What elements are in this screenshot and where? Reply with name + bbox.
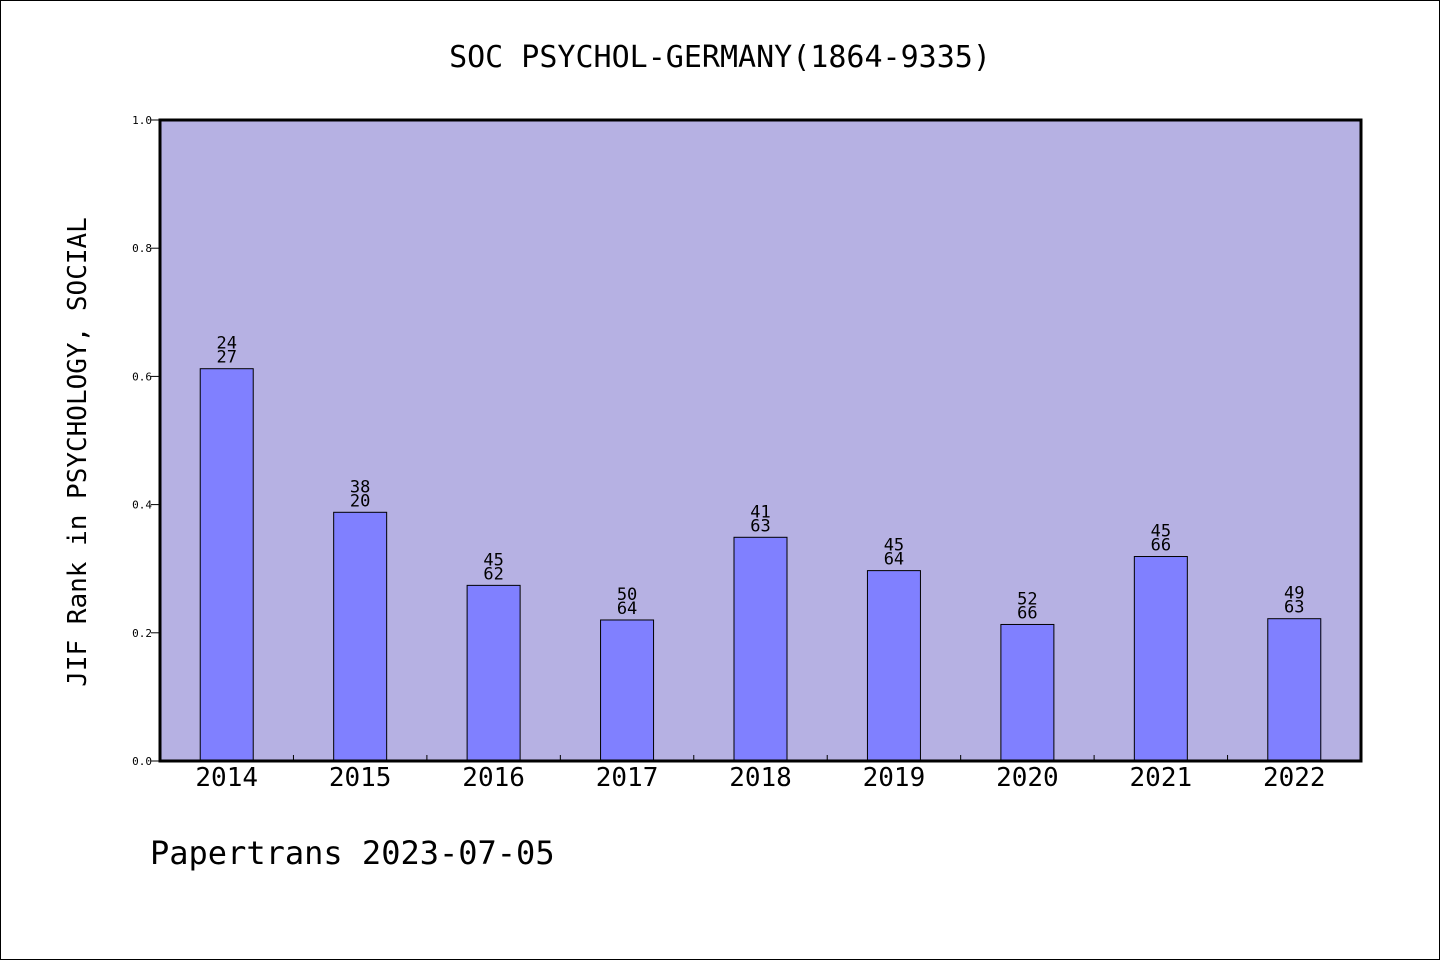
x-axis: 2014 2015 2016 2017 2018 2019 2020 2021 2022 [195,755,1326,793]
data-label-total: 66 [1017,603,1037,623]
x-tick-label: 2016 [462,763,525,793]
bar-2018 [733,536,788,762]
x-tick-label: 2017 [596,763,659,793]
x-tick-label: 2022 [1263,763,1326,793]
data-label-total: 63 [750,516,770,536]
bar-2015 [333,511,388,762]
x-tick-label: 2019 [863,763,926,793]
bar-2020 [1000,623,1055,762]
data-label-total: 20 [350,491,370,511]
x-tick-label: 2014 [195,763,258,793]
y-tick-label: 0.0 [132,755,152,768]
y-axis: 0.0 0.2 0.4 0.6 0.8 1.0 [132,114,160,768]
y-axis-label: JIF Rank in PSYCHOLOGY, SOCIAL [63,217,93,687]
y-tick-label: 0.2 [132,627,152,640]
data-label-total: 64 [884,550,904,570]
x-tick-label: 2018 [729,763,792,793]
data-label-rank: 45 [884,536,904,556]
bar-2021 [1133,556,1188,762]
y-tick-label: 0.8 [132,242,152,255]
x-tick-label: 2020 [996,763,1059,793]
bar-2016 [466,584,521,762]
data-label-rank: 24 [216,334,236,354]
data-label-total: 66 [1151,536,1171,556]
data-label-rank: 45 [1151,522,1171,542]
x-tick-label: 2015 [329,763,392,793]
y-tick-label: 0.6 [132,370,152,383]
data-label-rank: 49 [1284,584,1304,604]
data-label-rank: 52 [1017,589,1037,609]
plot-border [158,118,1363,763]
y-tick-label: 1.0 [132,114,152,127]
y-tick-label: 0.4 [132,499,152,512]
bar-2017 [600,619,655,762]
data-label-rank: 41 [750,502,770,522]
bar-2019 [866,570,921,762]
data-label-total: 63 [1284,598,1304,618]
footer-text: Papertrans 2023-07-05 [150,834,555,872]
chart-title: SOC PSYCHOL-GERMANY(1864-9335) [449,40,991,75]
data-label-total: 27 [216,348,236,368]
bar-2022 [1267,618,1322,762]
x-tick-label: 2021 [1130,763,1193,793]
bar-2014 [199,368,254,762]
data-label-total: 64 [617,599,637,619]
data-label-rank: 38 [350,477,370,497]
data-label-rank: 50 [617,585,637,605]
data-label-total: 62 [483,564,503,584]
data-label-rank: 45 [483,550,503,570]
bars [199,368,1322,762]
